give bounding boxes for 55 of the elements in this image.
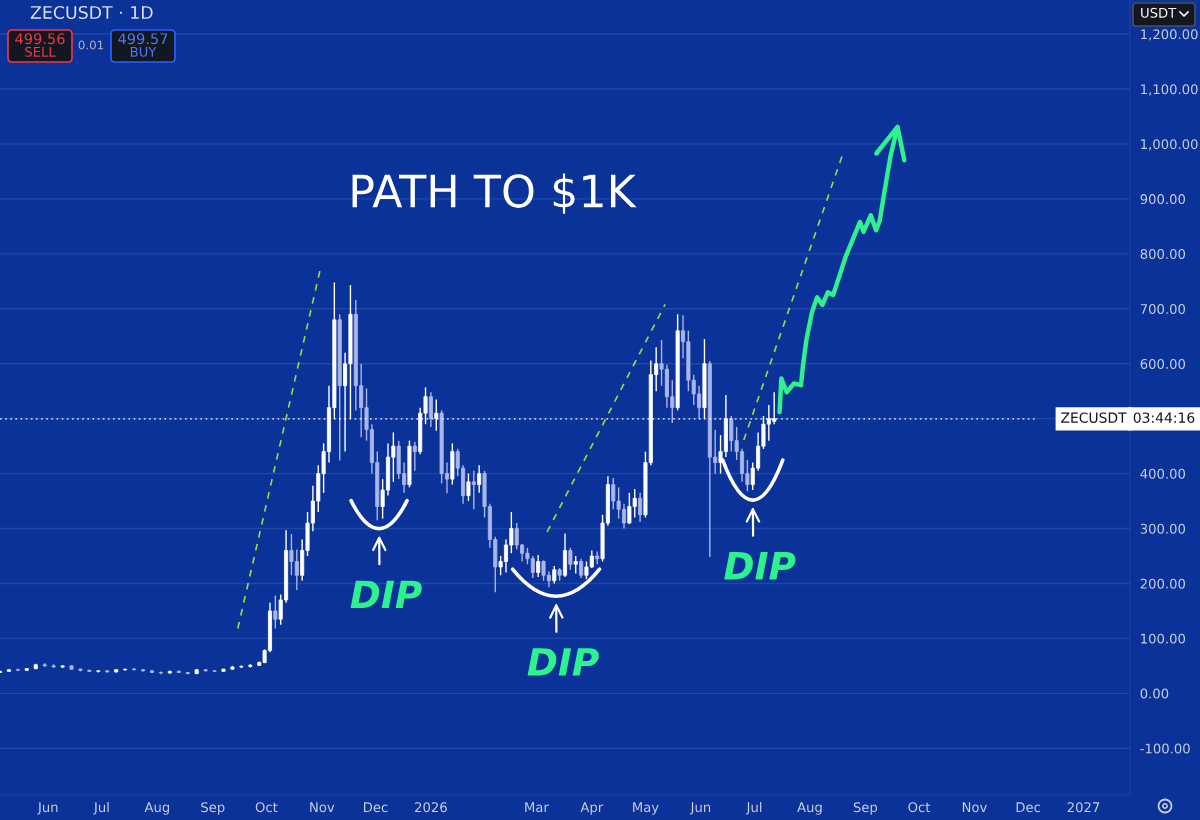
x-tick-label: Sep (853, 802, 878, 815)
y-tick-label: 100.00 (1141, 633, 1186, 644)
x-tick-label: Jul (745, 801, 762, 815)
x-tick-label: Sep (201, 802, 225, 815)
y-tick-label: 1,000.00 (1141, 139, 1198, 151)
candlestick (412, 441, 417, 472)
y-tick-label: -100.00 (1140, 743, 1190, 754)
x-tick-label: Jul (93, 801, 109, 815)
y-tick-label: 900.00 (1140, 194, 1186, 205)
y-tick-label: 200.00 (1140, 578, 1186, 589)
candlestick (579, 558, 584, 579)
annotation: 499.57 (118, 33, 168, 45)
x-tick-label: Nov (310, 802, 335, 813)
x-tick-label: Apr (580, 802, 604, 815)
y-tick-label: 300.00 (1140, 523, 1186, 534)
x-tick-label: Jun (689, 802, 711, 815)
annotation: 0.01 (78, 40, 104, 50)
x-tick-label: Nov (962, 802, 987, 813)
x-tick-label: May (633, 802, 659, 815)
candlestick (471, 470, 476, 511)
text: USDT (1141, 7, 1177, 18)
candlestick (638, 492, 643, 523)
chart-title: ZECUSDT · 1D (30, 5, 153, 20)
text: 03:44:16 (1133, 412, 1195, 423)
x-tick-label: Dec (1016, 802, 1041, 813)
x-tick-label: 2027 (1067, 802, 1100, 813)
annotation: SELL (25, 46, 56, 57)
x-tick-label: Jun (37, 802, 58, 815)
candlestick (477, 464, 482, 494)
y-tick-label: 700.00 (1140, 303, 1186, 314)
ref-line-label: ZECUSDT (1061, 412, 1127, 423)
candlestick (568, 547, 573, 571)
candlestick (428, 391, 433, 428)
y-tick-label: 1,100.00 (1141, 84, 1198, 96)
annotation: DIP (724, 552, 796, 580)
annotation: DIP (350, 580, 422, 608)
x-tick-label: Aug (144, 802, 170, 815)
annotation: DIP (527, 648, 599, 676)
y-tick-label: 600.00 (1140, 358, 1186, 369)
annotation: BUY (130, 47, 157, 57)
candlestick (536, 554, 541, 578)
x-tick-label: Mar (525, 802, 549, 813)
x-tick-label: Dec (364, 802, 388, 813)
x-tick-label: Aug (797, 802, 822, 815)
candlestick (466, 472, 471, 502)
y-tick-label: 0.00 (1140, 688, 1169, 699)
x-tick-label: 2026 (415, 802, 447, 813)
y-tick-label: 400.00 (1140, 468, 1186, 479)
annotation: PATH TO $1K (352, 173, 637, 214)
x-tick-label: Oct (255, 802, 278, 813)
candlestick (273, 594, 278, 630)
y-tick-label: 1,200.00 (1141, 29, 1198, 41)
y-tick-label: 800.00 (1140, 249, 1186, 260)
annotation: 499.56 (15, 33, 65, 45)
x-tick-label: Oct (908, 802, 931, 813)
